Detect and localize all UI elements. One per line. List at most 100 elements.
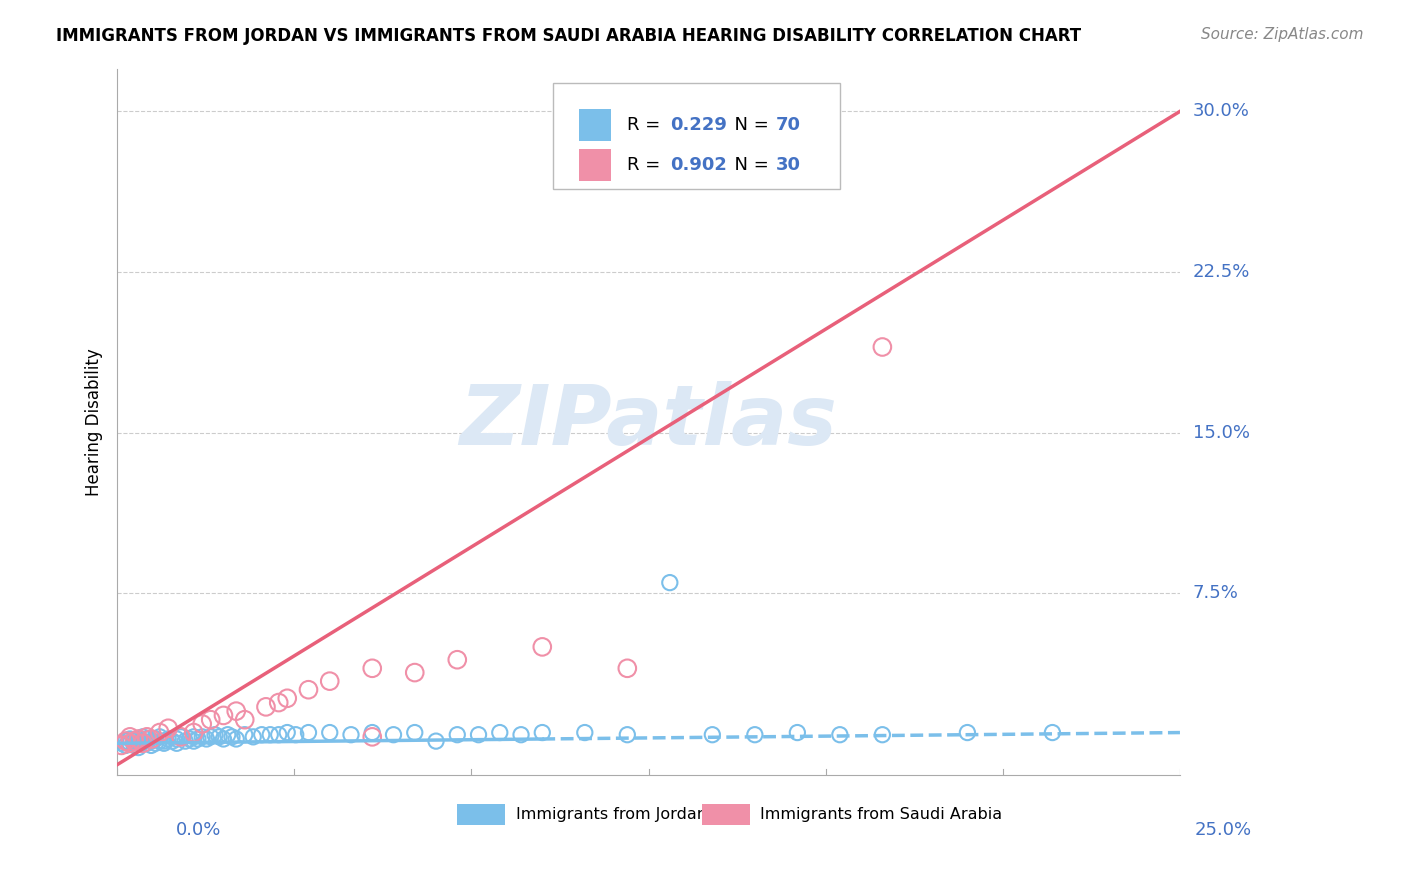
Point — [200, 713, 222, 727]
Point — [131, 730, 153, 744]
Point — [267, 728, 290, 742]
Point — [174, 734, 197, 748]
Point — [141, 734, 163, 748]
Point — [200, 730, 222, 744]
Point — [319, 674, 342, 689]
Text: R =: R = — [627, 156, 666, 174]
Point — [127, 731, 149, 746]
Text: ZIPatlas: ZIPatlas — [460, 382, 838, 462]
Point — [531, 640, 554, 654]
Y-axis label: Hearing Disability: Hearing Disability — [86, 348, 103, 496]
Point — [127, 731, 149, 746]
Point — [212, 708, 235, 723]
Point — [118, 736, 141, 750]
Point — [297, 725, 319, 739]
Point — [361, 661, 384, 675]
Point — [122, 734, 145, 748]
Point — [574, 725, 596, 739]
Point — [233, 728, 256, 742]
Text: 0.0%: 0.0% — [176, 821, 221, 838]
Point — [183, 730, 205, 744]
Point — [956, 725, 979, 739]
Point — [136, 731, 159, 746]
Text: 25.0%: 25.0% — [1194, 821, 1251, 838]
Point — [404, 665, 426, 680]
Point — [786, 725, 808, 739]
Point — [114, 739, 136, 753]
Point — [157, 731, 180, 746]
Point — [872, 340, 894, 354]
Point — [157, 721, 180, 735]
Point — [136, 730, 159, 744]
Point — [127, 740, 149, 755]
Point — [191, 717, 214, 731]
Point — [122, 734, 145, 748]
Point — [382, 728, 405, 742]
Text: 22.5%: 22.5% — [1192, 263, 1250, 281]
Bar — [702, 804, 749, 825]
Point — [114, 734, 136, 748]
Point — [149, 734, 172, 748]
Point — [118, 730, 141, 744]
Point — [118, 736, 141, 750]
Text: 15.0%: 15.0% — [1192, 424, 1250, 442]
Text: Immigrants from Saudi Arabia: Immigrants from Saudi Arabia — [761, 806, 1002, 822]
Point — [136, 736, 159, 750]
Point — [191, 730, 214, 744]
Bar — [579, 109, 612, 141]
Point — [145, 736, 167, 750]
Point — [242, 730, 264, 744]
Point — [145, 731, 167, 746]
Point — [131, 734, 153, 748]
Point — [149, 730, 172, 744]
Point — [284, 728, 307, 742]
Point — [204, 728, 226, 742]
Point — [122, 739, 145, 753]
Point — [225, 731, 247, 746]
Point — [118, 731, 141, 746]
Point — [170, 730, 193, 744]
Point — [110, 736, 132, 750]
Point — [744, 728, 766, 742]
Point — [425, 734, 447, 748]
Text: IMMIGRANTS FROM JORDAN VS IMMIGRANTS FROM SAUDI ARABIA HEARING DISABILITY CORREL: IMMIGRANTS FROM JORDAN VS IMMIGRANTS FRO… — [56, 27, 1081, 45]
Point — [404, 725, 426, 739]
Text: 30: 30 — [776, 156, 801, 174]
Point — [616, 728, 638, 742]
Point — [658, 575, 681, 590]
Point — [340, 728, 363, 742]
Point — [149, 725, 172, 739]
Point — [467, 728, 489, 742]
Point — [170, 730, 193, 744]
Point — [319, 725, 342, 739]
Text: 30.0%: 30.0% — [1192, 103, 1250, 120]
Point — [153, 734, 176, 748]
Point — [221, 730, 243, 744]
Point — [110, 739, 132, 753]
Point — [162, 734, 184, 748]
Point — [276, 725, 298, 739]
Bar — [579, 149, 612, 181]
Point — [233, 713, 256, 727]
Point — [488, 725, 510, 739]
Point — [183, 734, 205, 748]
Point — [254, 699, 277, 714]
Text: N =: N = — [723, 156, 775, 174]
Text: 0.229: 0.229 — [669, 116, 727, 134]
Point — [179, 731, 201, 746]
Point — [616, 661, 638, 675]
Text: Immigrants from Jordan: Immigrants from Jordan — [516, 806, 707, 822]
Text: N =: N = — [723, 116, 775, 134]
Point — [141, 739, 163, 753]
Point — [510, 728, 533, 742]
Point — [166, 731, 188, 746]
Point — [208, 730, 231, 744]
Point — [127, 736, 149, 750]
Point — [276, 691, 298, 706]
Text: 70: 70 — [776, 116, 801, 134]
Point — [141, 731, 163, 746]
Text: 0.902: 0.902 — [669, 156, 727, 174]
Point — [267, 696, 290, 710]
Text: R =: R = — [627, 116, 666, 134]
Point — [531, 725, 554, 739]
